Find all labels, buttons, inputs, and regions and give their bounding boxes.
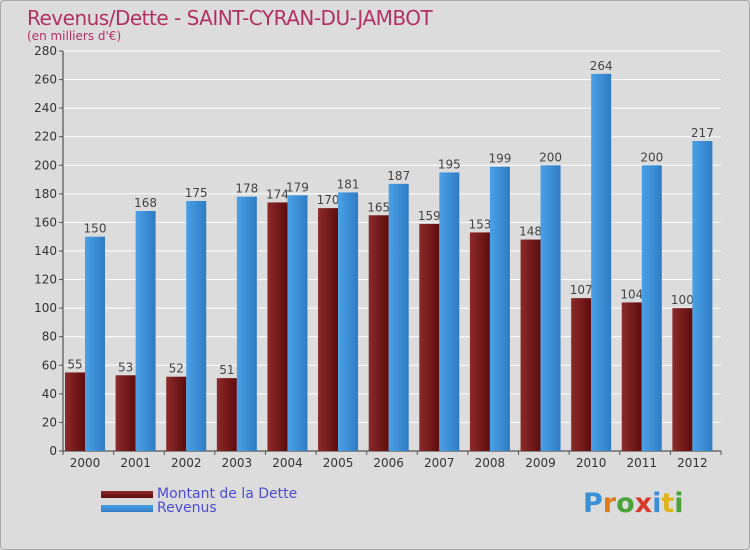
x-tick-label: 2001: [120, 456, 151, 470]
bar-revenus: [135, 211, 156, 451]
data-label-revenus: 195: [438, 157, 461, 171]
y-tick-label: 20: [42, 415, 57, 429]
logo-letter: i: [674, 488, 684, 519]
legend-swatch-revenus: [101, 505, 153, 512]
data-label-dette: 104: [620, 287, 643, 301]
y-tick-label: 180: [34, 187, 57, 201]
bar-revenus: [439, 172, 460, 451]
legend-item-dette: Montant de la Dette: [101, 486, 361, 503]
bar-dette: [419, 223, 440, 451]
data-label-revenus: 187: [387, 169, 410, 183]
bar-revenus: [236, 196, 257, 451]
data-label-revenus: 181: [337, 177, 360, 191]
bar-dette: [621, 302, 642, 451]
logo-letter: o: [616, 488, 635, 519]
data-label-dette: 107: [570, 283, 593, 297]
data-label-revenus: 264: [590, 59, 613, 73]
y-tick-label: 160: [34, 215, 57, 229]
x-tick-label: 2005: [323, 456, 354, 470]
y-tick-label: 280: [34, 44, 57, 58]
data-label-dette: 159: [418, 209, 441, 223]
chart-title: Revenus/Dette - SAINT-CYRAN-DU-JAMBOT: [27, 6, 433, 30]
proxiti-logo: Proxiti: [583, 488, 684, 519]
x-tick-label: 2011: [626, 456, 657, 470]
bar-dette: [520, 239, 541, 451]
logo-letter: i: [652, 488, 662, 519]
data-label-dette: 174: [266, 187, 289, 201]
bar-dette: [65, 372, 85, 451]
x-tick-label: 2004: [272, 456, 303, 470]
data-label-dette: 100: [671, 293, 694, 307]
y-tick-label: 200: [34, 158, 57, 172]
data-label-revenus: 199: [488, 152, 511, 166]
x-tick-label: 2012: [677, 456, 708, 470]
bar-revenus: [388, 183, 409, 451]
bar-revenus: [287, 195, 308, 451]
y-tick-label: 240: [34, 101, 57, 115]
y-tick-label: 220: [34, 130, 57, 144]
data-label-dette: 52: [169, 362, 184, 376]
x-tick-label: 2006: [373, 456, 404, 470]
logo-letter: r: [602, 488, 617, 519]
data-label-dette: 165: [367, 200, 390, 214]
data-label-dette: 153: [468, 217, 491, 231]
y-tick-label: 60: [42, 358, 57, 372]
legend-item-revenus: Revenus: [101, 500, 361, 517]
y-tick-label: 140: [34, 244, 57, 258]
data-label-revenus: 200: [539, 150, 562, 164]
bar-revenus: [591, 73, 612, 451]
y-tick-label: 260: [34, 73, 57, 87]
bar-dette: [267, 202, 288, 451]
bar-dette: [672, 308, 693, 451]
logo-letter: P: [583, 488, 603, 519]
legend-label-revenus: Revenus: [157, 500, 217, 516]
data-label-revenus: 178: [235, 182, 258, 196]
bar-revenus: [692, 141, 713, 451]
x-tick-label: 2010: [576, 456, 607, 470]
bar-revenus: [641, 165, 662, 452]
y-tick-label: 0: [49, 444, 57, 458]
bar-revenus: [540, 165, 561, 452]
data-label-revenus: 150: [84, 222, 107, 236]
y-tick-label: 80: [42, 330, 57, 344]
chart-subtitle: (en milliers d'€): [27, 29, 122, 43]
logo-letter: t: [661, 488, 675, 519]
bar-dette: [571, 298, 592, 451]
bar-dette: [166, 376, 187, 451]
data-label-revenus: 217: [691, 126, 714, 140]
data-label-dette: 170: [317, 193, 340, 207]
bar-dette: [216, 378, 237, 451]
x-tick-label: 2009: [525, 456, 556, 470]
bar-dette: [318, 208, 339, 451]
bar-revenus: [186, 201, 207, 451]
data-label-revenus: 200: [640, 150, 663, 164]
data-label-dette: 53: [118, 360, 133, 374]
bar-dette: [368, 215, 389, 451]
data-label-dette: 55: [67, 357, 82, 371]
x-tick-label: 2002: [171, 456, 202, 470]
legend-label-dette: Montant de la Dette: [157, 486, 298, 502]
data-label-revenus: 175: [185, 186, 208, 200]
data-label-dette: 51: [219, 363, 234, 377]
bar-revenus: [489, 166, 510, 451]
bar-revenus: [85, 236, 105, 451]
bar-dette: [115, 375, 136, 451]
data-label-revenus: 179: [286, 180, 309, 194]
bar-dette: [469, 232, 490, 451]
data-label-dette: 148: [519, 225, 542, 239]
x-tick-label: 2003: [222, 456, 253, 470]
x-tick-label: 2008: [475, 456, 506, 470]
y-tick-label: 120: [34, 273, 57, 287]
logo-letter: x: [634, 488, 653, 519]
x-tick-label: 2000: [70, 456, 101, 470]
y-tick-label: 100: [34, 301, 57, 315]
bar-revenus: [338, 192, 359, 451]
x-tick-label: 2007: [424, 456, 455, 470]
data-label-revenus: 168: [134, 196, 157, 210]
legend-swatch-dette: [101, 491, 153, 498]
y-tick-label: 40: [42, 387, 57, 401]
